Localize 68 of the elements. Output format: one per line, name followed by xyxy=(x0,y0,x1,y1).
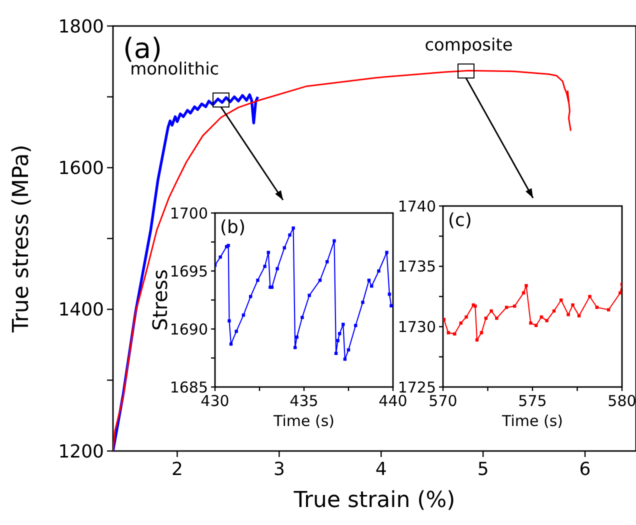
point xyxy=(484,316,488,320)
point xyxy=(446,331,450,334)
x-tick-label: 6 xyxy=(579,459,591,480)
point xyxy=(480,331,484,334)
x-axis-title: Time (s) xyxy=(501,412,563,430)
point xyxy=(308,294,311,297)
x-tick-label: 440 xyxy=(378,392,408,410)
point xyxy=(529,321,532,325)
point xyxy=(385,250,388,254)
x-tick-label: 5 xyxy=(477,459,489,480)
y-tick-label: 1690 xyxy=(170,320,208,338)
y-tick-label: 1800 xyxy=(58,16,104,38)
point xyxy=(228,319,231,322)
point xyxy=(618,291,622,294)
point xyxy=(513,304,516,308)
point xyxy=(256,278,260,282)
point xyxy=(343,358,347,361)
point xyxy=(545,319,548,322)
point xyxy=(571,303,574,307)
y-tick-label: 1600 xyxy=(58,158,104,179)
y-tick-label: 1400 xyxy=(58,300,104,321)
y-tick-label: 1740 xyxy=(398,197,436,216)
y-tick-label: 1735 xyxy=(398,258,436,276)
y-axis-title: Stress xyxy=(148,269,172,331)
x-tick-label: 580 xyxy=(608,392,636,410)
x-tick-label: 2 xyxy=(172,459,183,480)
point xyxy=(377,269,380,273)
point xyxy=(263,264,266,268)
x-tick-label: 575 xyxy=(518,392,547,410)
x-axis-title: Time (s) xyxy=(272,412,334,430)
point xyxy=(495,316,498,320)
y-tick-label: 1695 xyxy=(170,262,208,280)
point xyxy=(388,292,392,296)
point xyxy=(336,339,340,342)
point xyxy=(361,300,364,304)
x-tick-label: 3 xyxy=(273,459,285,480)
point xyxy=(367,278,371,282)
point xyxy=(524,284,528,288)
annotation: (b) xyxy=(220,217,246,238)
point xyxy=(588,294,592,298)
point xyxy=(490,309,493,313)
point xyxy=(326,260,329,264)
point xyxy=(566,313,570,316)
annotation: (a) xyxy=(123,32,162,65)
x-tick-label: 435 xyxy=(290,392,318,410)
point xyxy=(464,315,468,319)
point xyxy=(390,304,393,308)
point xyxy=(276,267,279,270)
point xyxy=(577,314,581,318)
y-tick-label: 1700 xyxy=(170,204,208,222)
point xyxy=(342,322,345,326)
point xyxy=(234,330,238,333)
y-tick-label: 1200 xyxy=(58,441,104,462)
annotation: (c) xyxy=(448,210,472,231)
y-tick-label: 1730 xyxy=(398,318,436,336)
point xyxy=(606,308,610,312)
point xyxy=(318,278,322,282)
x-tick-label: 570 xyxy=(428,392,458,410)
point xyxy=(300,316,304,319)
point xyxy=(218,255,222,259)
point xyxy=(292,226,295,230)
y-axis-title: True stress (MPa) xyxy=(9,144,34,334)
point xyxy=(282,246,286,250)
point xyxy=(288,233,292,237)
x-tick-label: 4 xyxy=(375,459,387,480)
x-axis-title: True strain (%) xyxy=(292,488,456,513)
series-label: composite xyxy=(424,36,513,56)
point xyxy=(332,239,336,242)
